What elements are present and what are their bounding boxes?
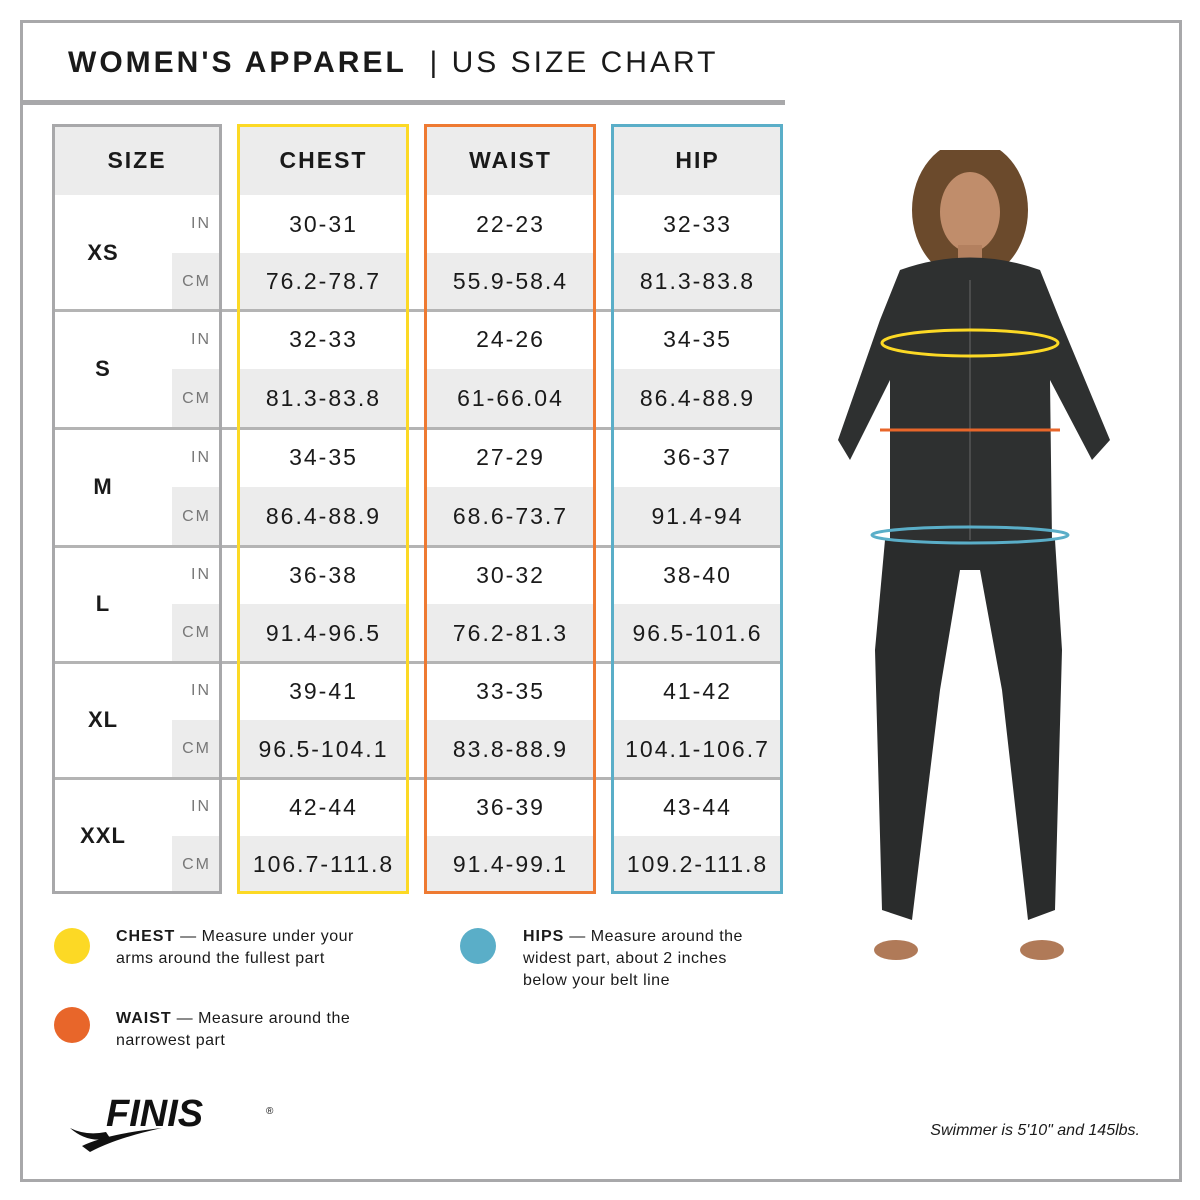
hip-cm-value: 109.2-111.8 bbox=[613, 836, 782, 893]
hip-in-value: 32-33 bbox=[663, 210, 732, 237]
waist-cm-value: 61-66.04 bbox=[426, 369, 595, 428]
unit-cm: CM bbox=[172, 369, 221, 428]
model-photo bbox=[838, 150, 1110, 960]
legend-waist: WAIST — Measure around the narrowest par… bbox=[116, 1008, 376, 1052]
unit-in: IN bbox=[191, 798, 211, 815]
waist-cm-value: 83.8-88.9 bbox=[426, 720, 595, 778]
chest-in-value: 39-41 bbox=[289, 677, 358, 704]
chest-cm-value: 96.5-104.1 bbox=[239, 720, 408, 778]
waist-in-value: 22-23 bbox=[476, 210, 545, 237]
legend-hips: HIPS — Measure around the widest part, a… bbox=[523, 926, 768, 992]
row-divider bbox=[53, 309, 782, 312]
unit-cm: CM bbox=[172, 487, 221, 546]
unit-in: IN bbox=[191, 330, 211, 348]
model-footnote: Swimmer is 5'10" and 145lbs. bbox=[930, 1122, 1140, 1139]
chest-in-value: 32-33 bbox=[289, 326, 358, 352]
chest-in-value: 42-44 bbox=[289, 793, 358, 820]
header-size: SIZE bbox=[53, 125, 221, 195]
hip-cm-value: 86.4-88.9 bbox=[613, 369, 782, 428]
unit-cm: CM bbox=[172, 720, 221, 778]
page-title: WOMEN'S APPAREL | US SIZE CHART bbox=[68, 46, 718, 80]
unit-in: IN bbox=[191, 566, 211, 583]
hip-cm-value: 104.1-106.7 bbox=[613, 720, 782, 778]
title-divider bbox=[23, 100, 785, 105]
hip-in-value: 38-40 bbox=[663, 561, 732, 588]
size-label: XXL bbox=[80, 822, 126, 848]
waist-cm-value: 91.4-99.1 bbox=[426, 836, 595, 893]
chest-cm-value: 86.4-88.9 bbox=[239, 487, 408, 546]
unit-cm: CM bbox=[172, 836, 221, 893]
unit-cm: CM bbox=[172, 604, 221, 662]
title-sub: | US SIZE CHART bbox=[429, 46, 719, 79]
header-hip: HIP bbox=[613, 125, 782, 195]
hip-in-value: 43-44 bbox=[663, 793, 732, 820]
chest-in-value: 34-35 bbox=[289, 444, 358, 470]
page-frame bbox=[20, 20, 1182, 1182]
hip-in-value: 41-42 bbox=[663, 677, 732, 704]
title-main: WOMEN'S APPAREL bbox=[68, 46, 407, 79]
row-divider bbox=[53, 777, 782, 780]
size-label: XL bbox=[87, 707, 119, 732]
legend-chest-label: CHEST bbox=[116, 928, 176, 945]
waist-in-value: 27-29 bbox=[476, 444, 545, 470]
unit-in: IN bbox=[191, 215, 211, 232]
waist-color-dot bbox=[54, 1007, 90, 1043]
hip-in-value: 34-35 bbox=[663, 326, 732, 352]
unit-in: IN bbox=[191, 682, 211, 699]
waist-cm-value: 68.6-73.7 bbox=[426, 487, 595, 546]
finis-logo: FINIS ® bbox=[70, 1093, 274, 1152]
hips-color-dot bbox=[460, 928, 496, 964]
hip-in-value: 36-37 bbox=[663, 444, 732, 470]
svg-text:®: ® bbox=[266, 1106, 274, 1117]
chest-cm-value: 91.4-96.5 bbox=[239, 604, 408, 662]
legend-hips-label: HIPS bbox=[523, 928, 565, 945]
legend-hips-text: — Measure around the widest part, about … bbox=[523, 928, 743, 989]
hip-cm-value: 91.4-94 bbox=[613, 487, 782, 546]
header-waist: WAIST bbox=[426, 125, 595, 195]
waist-in-value: 33-35 bbox=[476, 677, 545, 704]
size-label: S bbox=[95, 356, 111, 381]
chest-in-value: 36-38 bbox=[289, 561, 358, 588]
waist-cm-value: 55.9-58.4 bbox=[426, 253, 595, 310]
chest-color-dot bbox=[54, 928, 90, 964]
size-label: XS bbox=[87, 239, 119, 265]
waist-in-value: 30-32 bbox=[476, 561, 545, 588]
chest-cm-value: 81.3-83.8 bbox=[239, 369, 408, 428]
chest-cm-value: 76.2-78.7 bbox=[239, 253, 408, 310]
waist-cm-value: 76.2-81.3 bbox=[426, 604, 595, 662]
chest-in-value: 30-31 bbox=[289, 210, 358, 237]
legend-waist-text: — Measure around the narrowest part bbox=[116, 1010, 351, 1049]
legend-waist-label: WAIST bbox=[116, 1010, 172, 1027]
waist-in-value: 36-39 bbox=[476, 793, 545, 820]
row-divider bbox=[53, 661, 782, 664]
unit-cm: CM bbox=[172, 253, 221, 310]
legend-chest: CHEST — Measure under your arms around t… bbox=[116, 926, 386, 970]
hip-cm-value: 81.3-83.8 bbox=[613, 253, 782, 310]
chest-cm-value: 106.7-111.8 bbox=[239, 836, 408, 893]
hip-cm-value: 96.5-101.6 bbox=[613, 604, 782, 662]
header-chest: CHEST bbox=[239, 125, 408, 195]
row-divider bbox=[53, 427, 782, 430]
svg-text:FINIS: FINIS bbox=[106, 1093, 203, 1135]
size-label: M bbox=[93, 474, 113, 499]
waist-in-value: 24-26 bbox=[476, 326, 545, 352]
unit-in: IN bbox=[191, 448, 211, 466]
row-divider bbox=[53, 545, 782, 548]
legend-chest-text: — Measure under your arms around the ful… bbox=[116, 928, 354, 967]
size-label: L bbox=[95, 591, 111, 616]
